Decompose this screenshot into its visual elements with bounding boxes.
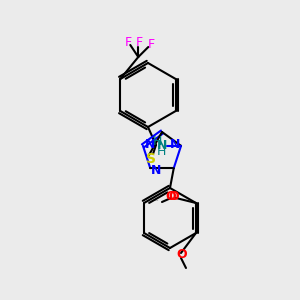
Text: F: F — [125, 35, 132, 49]
Text: N: N — [170, 138, 180, 151]
Text: O: O — [169, 190, 179, 203]
Text: N: N — [157, 139, 167, 152]
Text: O: O — [177, 248, 187, 260]
Text: N: N — [151, 164, 161, 177]
Text: H: H — [152, 135, 162, 148]
Text: H: H — [156, 145, 166, 158]
Text: methoxy: methoxy — [153, 200, 159, 201]
Text: F: F — [148, 38, 155, 52]
Text: S: S — [146, 152, 156, 166]
Text: N: N — [145, 138, 155, 151]
Text: F: F — [136, 35, 143, 49]
Text: O: O — [166, 190, 176, 203]
